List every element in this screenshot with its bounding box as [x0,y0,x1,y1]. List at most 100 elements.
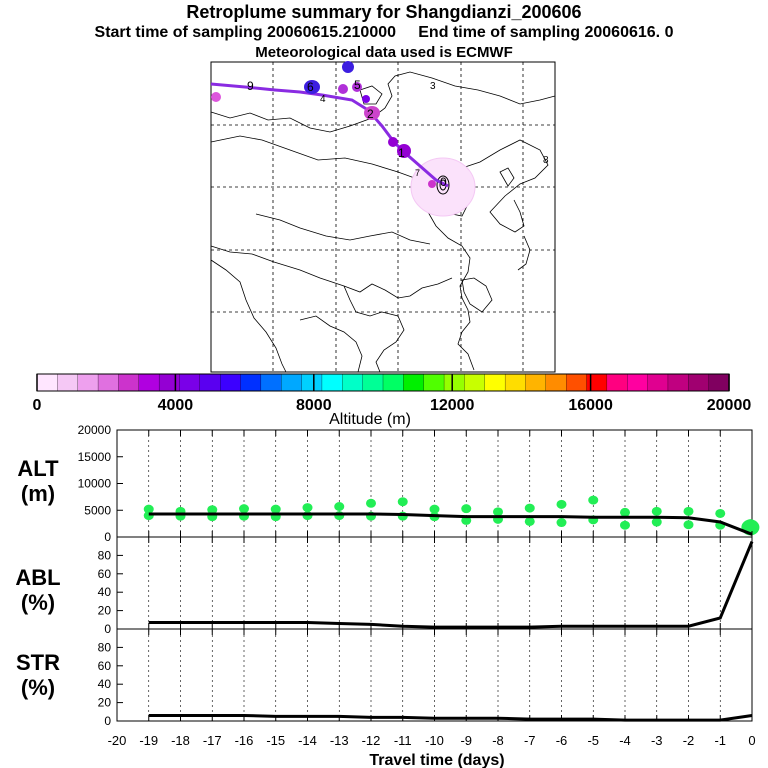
colorbar-cell [647,373,669,392]
x-tick-label: -9 [460,733,472,748]
x-axis-label: Travel time (days) [369,752,504,768]
plume-circle [338,84,348,94]
map-panel: 0 1 2 3 4 5 6 7 8 9 [210,61,556,373]
day-label: 9 [247,79,254,93]
day-labels: 0 1 2 3 4 5 6 7 8 9 [247,78,549,189]
alt-point [143,504,154,514]
y-tick-label: 80 [98,548,112,562]
alt-point [620,520,630,530]
day-label: 2 [367,107,374,121]
x-axis-ticks [116,430,753,721]
x-tick-label: -7 [524,733,536,748]
time-series-panels: 0 5000 10000 15000 20000 0 20 40 60 80 0 20 40 60 80 -… [15,423,760,768]
colorbar-tick-label: 16000 [568,397,613,414]
x-tick-label: -3 [651,733,663,748]
plume-circle [397,144,411,158]
alt-point [683,520,694,530]
colorbar-tick-label: 4000 [158,397,194,414]
alt-mean-line [148,512,753,536]
colorbar-cell [606,373,628,392]
x-tick-label: -8 [492,733,504,748]
alt-point [461,504,472,514]
day-label: 0 [440,175,447,189]
alt-point [334,511,345,521]
day-label: 3 [430,81,436,92]
alt-point [524,503,535,513]
sampling-times: Start time of sampling 20060615.210000 E… [0,24,768,42]
panel-y-axes: 0 5000 10000 15000 20000 0 20 40 60 80 0 20 40 60 80 [78,423,123,728]
colorbar-cell [504,373,527,392]
alt-point [366,498,376,508]
colorbar-cell [118,373,140,392]
colorbar-ticks [36,374,730,391]
colorbar-cell [443,373,466,392]
x-tick-label: -18 [171,733,190,748]
colorbar-cell [545,373,567,392]
plume-circle [428,180,436,188]
y-tick-label: 40 [98,585,112,599]
y-tick-label: 40 [98,677,112,691]
x-tick-label: -20 [108,733,127,748]
colorbar-cell [240,373,262,392]
alt-point [556,518,567,528]
colorbar-cell [36,373,59,392]
day-label: 1 [398,146,405,160]
alt-label: ALT [17,456,59,481]
panel-x-gridlines [148,430,721,721]
alt-point [397,497,408,507]
x-tick-label: -10 [425,733,444,748]
colorbar-tick-label: 20000 [707,397,752,414]
colorbar-cell [138,373,160,392]
colorbar-cell [57,373,79,392]
abl-label: ABL [15,565,60,590]
alt-point [334,502,345,512]
x-tick-label: -14 [298,733,317,748]
plume-circle [362,95,370,103]
y-tick-label: 20000 [78,423,112,437]
x-tick-label: -6 [556,733,568,748]
colorbar-cell [301,373,323,392]
colorbar-cell [382,373,405,392]
alt-point [556,499,567,509]
day-label: 5 [354,78,361,92]
alt-point [207,505,218,515]
end-time: End time of sampling 20060616. 0 [418,24,674,41]
colorbar-cell [260,373,282,392]
colorbar-cell [423,373,445,392]
colorbar-cell [403,373,425,392]
y-tick-label: 0 [104,714,111,728]
alt-point [143,511,154,521]
y-tick-label: 0 [104,530,111,544]
colorbar-tick-label: 8000 [296,397,332,414]
map-grid [211,62,555,372]
colorbar-cell [179,373,201,392]
y-tick-label: 0 [104,622,111,636]
chart-title: Retroplume summary for Shangdianzi_20060… [186,2,582,22]
plume-circle [342,61,354,73]
colorbar-label: Altitude (m) [329,411,411,428]
alt-point [429,504,440,514]
alt-point [651,506,662,516]
alt-point [493,507,503,517]
colorbar-tick-label: 12000 [430,397,475,414]
x-tick-label: -12 [362,733,381,748]
colorbar-cell [77,373,99,392]
colorbar-cell [627,373,649,392]
y-tick-label: 80 [98,640,112,654]
colorbar-cell [220,373,242,392]
plume-circle [364,106,380,120]
colorbar-cell [464,373,486,392]
colorbar-cell [158,373,181,392]
colorbar-cell [321,373,343,392]
y-tick-label: 20 [98,696,112,710]
plume-circle [388,137,398,147]
colorbar-cell [97,373,120,392]
str-unit: (%) [21,675,55,700]
x-tick-label: -17 [203,733,222,748]
alt-unit: (m) [21,481,55,506]
plume-circle [304,80,320,94]
alt-point [683,506,694,516]
met-data-note: Meteorological data used is ECMWF [255,44,513,61]
alt-point [588,495,599,505]
alt-point [651,517,662,527]
